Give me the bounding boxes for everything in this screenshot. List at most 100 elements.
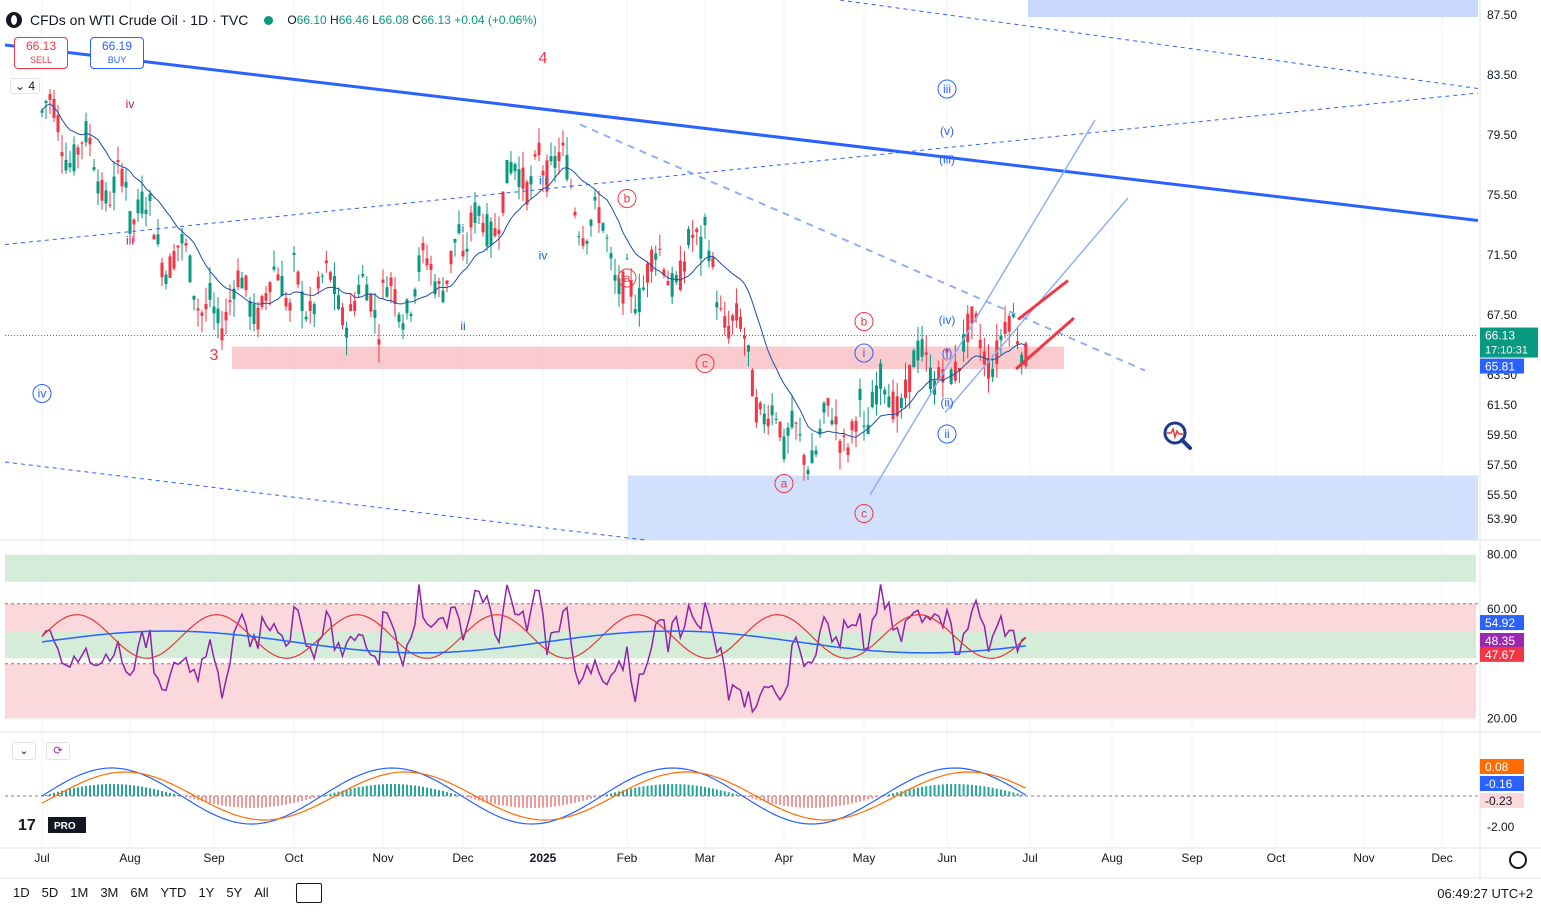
range-1d[interactable]: 1D [13,885,30,900]
gear-icon[interactable] [1509,851,1527,869]
candle-body [421,242,425,251]
macd-bar [650,785,653,796]
macd-bar [658,784,661,796]
candle-body [52,98,56,119]
candle-body [754,397,758,423]
macd-bar [743,796,746,797]
macd-bar [345,789,348,796]
candle-body [184,243,188,246]
candle-body [345,327,349,338]
candle-body [782,436,786,460]
macd-bar [634,787,637,796]
candle-body [978,339,982,349]
x-axis-label: Jul [34,851,49,865]
refresh-icon[interactable]: ⟳ [46,742,70,760]
macd-bar [73,788,75,796]
magnifier-icon[interactable] [1162,420,1192,450]
macd-bar [966,784,969,796]
candle-body [164,274,168,285]
candle-body [895,396,899,417]
x-axis-label: Nov [372,851,393,865]
symbol-title[interactable]: CFDs on WTI Crude Oil · 1D · TVC [30,12,249,28]
range-5d[interactable]: 5D [41,885,59,900]
macd-bar [979,785,982,796]
calendar-icon[interactable] [295,883,322,903]
candle-body [794,422,798,424]
wave-label: iv [38,387,47,401]
candle-body [991,368,995,378]
macd-bar [313,796,316,798]
macd-bar [566,796,568,805]
uptrend-channel-line [869,119,1096,496]
candle-body [731,315,735,321]
candle-body [846,447,850,455]
candle-body [300,291,304,312]
range-6m[interactable]: 6M [130,885,149,900]
macd-bar [954,784,957,796]
candle-body [44,100,48,104]
macd-bar [281,796,283,806]
candle-body [40,110,44,113]
pane-collapse-button[interactable]: ⌄ [12,742,36,760]
x-axis-label: Apr [775,851,794,865]
macd-bar [257,796,259,808]
macd-bar [117,784,119,796]
buy-button[interactable]: 66.19 BUY [90,37,144,69]
range-3m[interactable]: 3M [100,885,119,900]
range-all[interactable]: All [254,885,269,900]
macd-bar [970,784,973,796]
macd-bar [241,796,243,808]
rsi-value-tag [1480,633,1524,649]
macd-bar [297,796,300,802]
range-1m[interactable]: 1M [70,885,89,900]
candle-body [838,440,842,453]
macd-bar [562,796,564,806]
range-ytd[interactable]: YTD [160,885,187,900]
candle-body [437,281,441,284]
macd-bar [289,796,291,804]
macd-value-tag [1480,793,1524,808]
candle-body [220,328,224,341]
macd-bar [598,796,600,797]
macd-bar [646,785,649,796]
last-price-tag [1480,327,1538,358]
candle-body [774,418,778,420]
candle-body [966,313,970,343]
sell-button[interactable]: 66.13 SELL [14,37,68,69]
candle-body [453,238,457,243]
macd-bar [269,796,271,807]
macd-bar [843,796,845,806]
wave-label: b [861,315,868,329]
candle-body [920,339,924,357]
candle-body [124,181,128,188]
macd-bar [937,784,940,796]
price-tick: 79.50 [1487,128,1517,142]
candle-body [605,237,609,239]
macd-bar [161,790,163,796]
candle-body [148,194,152,201]
wave-label: (v) [940,124,954,138]
macd-bar [867,796,870,800]
bar-countdown-label: 17:10:31 [1485,345,1528,357]
range-1y[interactable]: 1Y [198,885,215,900]
macd-bar [426,787,428,796]
utc-clock[interactable]: 06:49:27 UTC+2 [1437,886,1533,901]
range-5y[interactable]: 5Y [226,885,243,900]
macd-bar [779,796,782,806]
rsi-value-tag [1480,615,1524,631]
wave-label: c [702,357,708,371]
candle-body [561,142,565,146]
macd-bar [1016,793,1019,796]
wave-label: 3 [210,347,219,364]
indicators-toggle[interactable]: ⌄ 4 [10,78,41,94]
candle-body [176,245,180,248]
candle-body [723,316,727,328]
candle-body [957,367,961,371]
x-axis-label: Mar [695,851,716,865]
pro-badge-label: PRO [54,821,76,832]
wave-label: ii [944,427,949,441]
candle-body [425,258,429,266]
wave-label-circle [937,79,957,99]
macd-bar [490,796,492,804]
